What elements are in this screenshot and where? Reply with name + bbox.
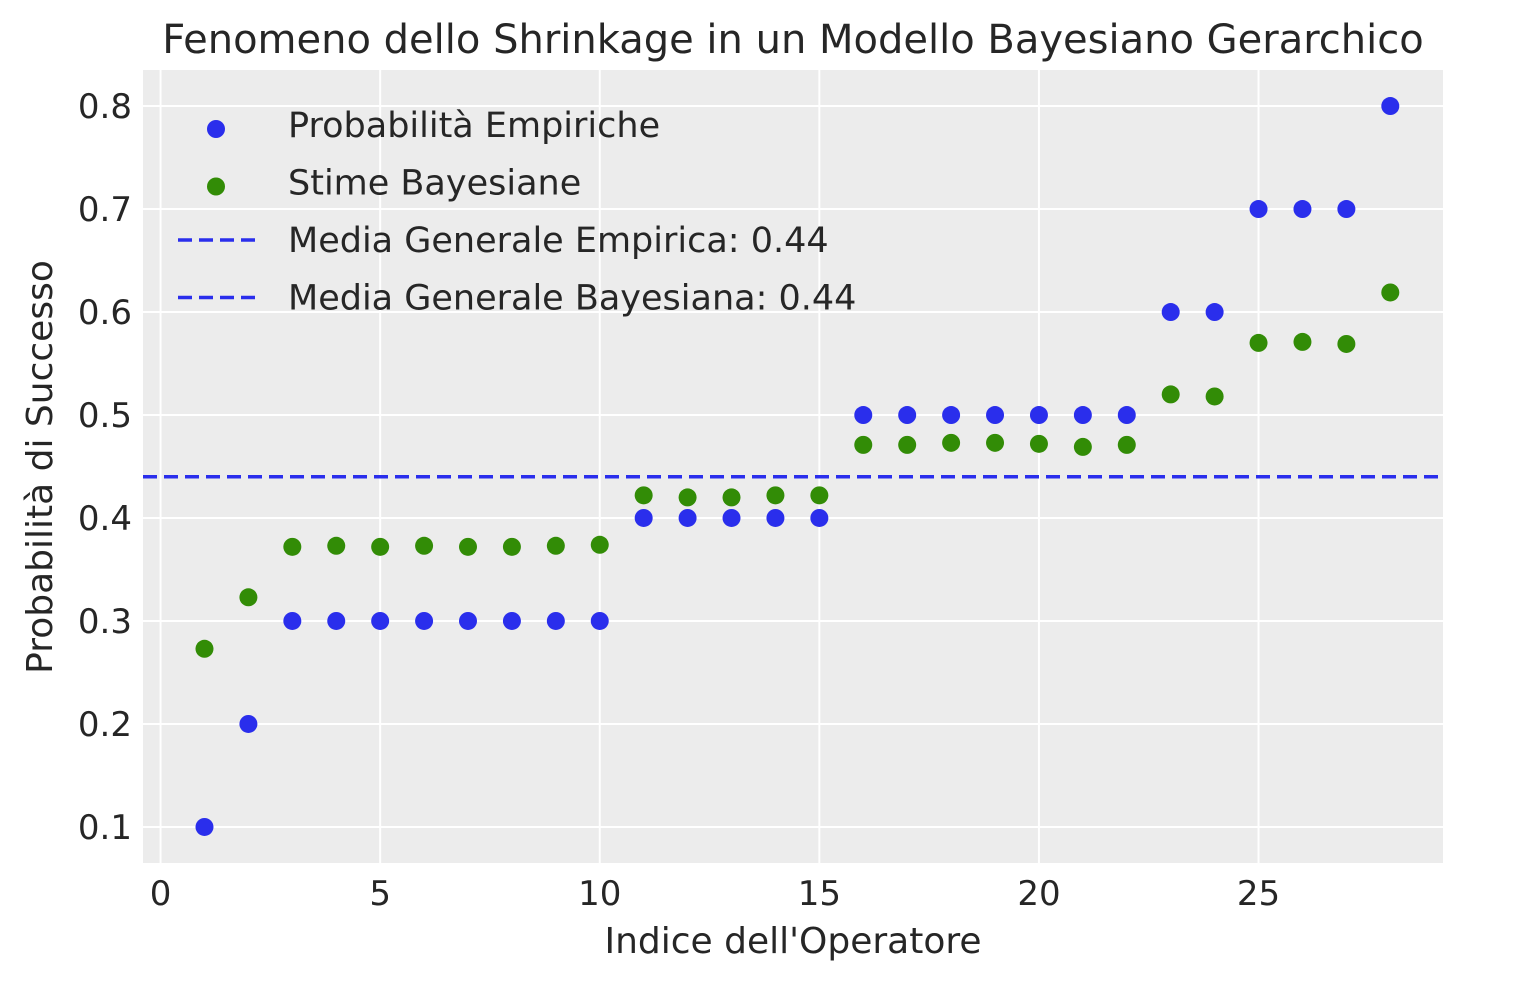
x-tick-label: 0 xyxy=(150,874,172,914)
empirical-point xyxy=(898,406,917,425)
empirical-point xyxy=(854,406,873,425)
empirical-point xyxy=(986,406,1005,425)
bayesian-point xyxy=(283,537,302,556)
empirical-point xyxy=(1293,200,1312,219)
bayesian-point xyxy=(1161,385,1180,404)
bayesian-point xyxy=(459,537,477,556)
empirical-point xyxy=(371,611,390,630)
chart-title: Fenomeno dello Shrinkage in un Modello B… xyxy=(162,17,1423,63)
bayesian-point xyxy=(722,488,741,507)
bayesian-point xyxy=(1205,387,1224,406)
x-axis-label: Indice dell'Operatore xyxy=(604,921,981,962)
bayesian-point xyxy=(1117,435,1136,454)
empirical-point xyxy=(1117,406,1136,425)
legend-marker xyxy=(207,120,225,138)
data-points xyxy=(195,97,1400,836)
bayesian-point xyxy=(1249,333,1268,352)
empirical-point xyxy=(1029,406,1048,425)
x-tick-label: 10 xyxy=(578,874,621,914)
bayesian-point xyxy=(898,435,917,454)
empirical-point xyxy=(239,714,258,733)
y-tick-labels: 0.1 0.2 0.3 0.4 0.5 0.6 0.7 0.8 xyxy=(78,87,132,848)
y-tick-label: 0.1 xyxy=(78,808,132,848)
plot-background xyxy=(143,70,1443,863)
y-tick-label: 0.6 xyxy=(78,293,132,333)
grid-lines xyxy=(143,70,1443,863)
empirical-point xyxy=(634,508,653,527)
x-tick-label: 25 xyxy=(1237,874,1280,914)
empirical-point xyxy=(1337,200,1356,219)
bayesian-point xyxy=(1073,437,1092,456)
y-tick-label: 0.2 xyxy=(78,705,132,745)
empirical-point xyxy=(1073,406,1092,425)
bayesian-point xyxy=(546,536,565,555)
empirical-point xyxy=(1205,303,1224,322)
legend-marker xyxy=(207,177,225,196)
x-tick-label: 15 xyxy=(798,874,841,914)
bayesian-point xyxy=(502,537,521,556)
empirical-point xyxy=(810,508,829,527)
bayesian-point xyxy=(327,536,346,555)
y-tick-label: 0.8 xyxy=(78,87,132,127)
empirical-point xyxy=(590,611,609,630)
bayesian-point xyxy=(1293,332,1312,351)
empirical-point xyxy=(722,508,741,527)
y-tick-label: 0.7 xyxy=(78,190,132,230)
empirical-point xyxy=(942,406,961,425)
bayesian-point xyxy=(415,536,434,555)
bayesian-point xyxy=(371,537,390,556)
bayesian-point xyxy=(942,433,961,452)
bayesian-point xyxy=(810,486,829,505)
bayesian-point xyxy=(1029,434,1048,453)
bayesian-point xyxy=(1381,283,1400,302)
x-tick-labels: 0 5 10 15 20 25 xyxy=(150,874,1280,914)
bayesian-point xyxy=(590,535,609,554)
empirical-point xyxy=(1381,97,1400,116)
bayesian-point xyxy=(766,486,785,505)
legend-label: Probabilità Empiriche xyxy=(288,106,660,146)
empirical-point xyxy=(327,611,346,630)
x-tick-label: 20 xyxy=(1017,874,1060,914)
y-axis-label: Probabilità di Successo xyxy=(20,260,61,674)
bayesian-point xyxy=(854,435,873,454)
empirical-point xyxy=(766,508,785,527)
empirical-point xyxy=(415,611,434,630)
bayesian-point xyxy=(678,488,697,507)
legend-label: Media Generale Bayesiana: 0.44 xyxy=(288,279,856,319)
bayesian-point xyxy=(634,486,653,505)
empirical-point xyxy=(1249,200,1268,219)
empirical-point xyxy=(546,611,565,630)
empirical-point xyxy=(195,817,214,836)
legend-label: Stime Bayesiane xyxy=(288,164,581,204)
x-tick-label: 5 xyxy=(369,874,391,914)
empirical-point xyxy=(1161,303,1180,322)
bayesian-point xyxy=(195,639,214,658)
legend: Probabilità Empiriche Stime Bayesiane Medi… xyxy=(178,106,856,319)
y-tick-label: 0.4 xyxy=(78,499,132,539)
bayesian-point xyxy=(239,588,258,607)
empirical-point xyxy=(502,611,521,630)
empirical-point xyxy=(459,611,477,630)
bayesian-point xyxy=(1337,334,1356,353)
y-tick-label: 0.3 xyxy=(78,602,132,642)
y-tick-label: 0.5 xyxy=(78,396,132,436)
legend-label: Media Generale Empirica: 0.44 xyxy=(288,221,829,261)
empirical-point xyxy=(678,508,697,527)
empirical-point xyxy=(283,611,302,630)
bayesian-point xyxy=(986,433,1005,452)
